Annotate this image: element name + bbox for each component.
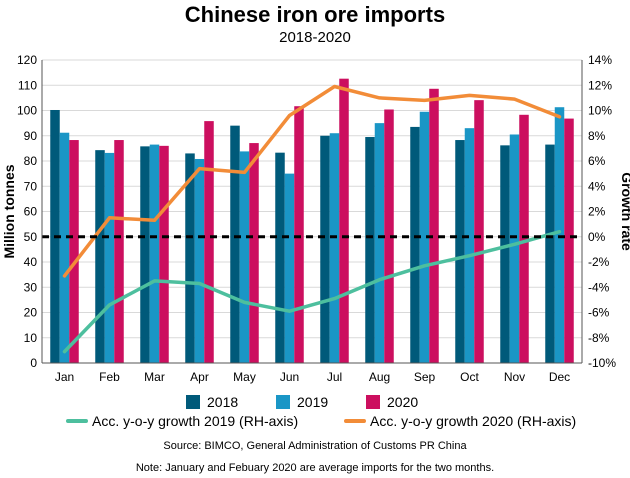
legend-label-2020: 2020	[387, 394, 418, 410]
y-right-tick-label: 10%	[588, 104, 612, 118]
bar-2019-Jun	[284, 173, 295, 363]
x-tick-label: Dec	[549, 370, 570, 384]
legend-line-label-2020: Acc. y-o-y growth 2020 (RH-axis)	[370, 413, 576, 429]
y-left-tick-label: 70	[24, 179, 38, 193]
y-left-tick-label: 110	[18, 78, 37, 92]
legend-swatch-2020	[366, 395, 380, 409]
bar-2019-Aug	[374, 123, 385, 363]
legend-layer: 2018 2019 2020 Acc. y-o-y growth 2019 (RH-a…	[66, 394, 576, 429]
bar-2018-Sep	[410, 126, 420, 363]
x-tick-label: Jan	[55, 370, 74, 384]
chart-subtitle: 2018-2020	[279, 29, 351, 46]
bar-2020-Jun	[294, 106, 304, 364]
bar-2018-Aug	[365, 137, 375, 363]
x-tick-label: Mar	[144, 370, 165, 384]
y-right-tick-label: 0%	[588, 230, 606, 244]
y-right-tick-label: 2%	[588, 205, 606, 219]
bar-2018-Dec	[545, 144, 555, 363]
bar-2020-Oct	[474, 100, 484, 364]
x-tick-label: Oct	[460, 370, 479, 384]
legend-label-2018: 2018	[207, 394, 238, 410]
source-note: Source: BIMCO, General Administration of…	[163, 440, 467, 452]
y-left-tick-label: 30	[24, 280, 38, 294]
x-tick-label: Jun	[280, 370, 299, 384]
legend-label-2019: 2019	[297, 394, 328, 410]
footnote: Note: January and Febuary 2020 are avera…	[135, 462, 495, 474]
x-tick-label: Aug	[369, 370, 390, 384]
legend-swatch-2019	[276, 395, 290, 409]
y-left-tick-label: 0	[30, 356, 37, 370]
y-right-tick-label: 8%	[588, 129, 606, 143]
x-tick-label: May	[233, 370, 256, 384]
bar-2019-Dec	[554, 107, 565, 363]
bar-2020-Apr	[204, 121, 214, 363]
bar-2020-Dec	[564, 118, 574, 363]
y-right-axis-title: Growth rate	[619, 172, 630, 251]
y-right-tick-label: 14%	[588, 53, 612, 67]
line-series-2020	[62, 84, 562, 278]
y-left-axis-title: Million tonnes	[1, 164, 17, 258]
axes-layer: 0 10 20 30 40 50 60 70 80 90 100 110 120 -10% -8% -6% -4…	[1, 53, 630, 384]
y-right-tick-label: 12%	[588, 78, 612, 92]
bar-2018-Feb	[95, 150, 105, 363]
y-right-tick-label: 6%	[588, 154, 606, 168]
bar-2020-Feb	[114, 140, 124, 363]
bar-2020-May	[249, 143, 259, 363]
bar-2019-Nov	[509, 134, 520, 363]
bar-2020-Sep	[429, 88, 439, 363]
bar-2020-Mar	[159, 145, 169, 363]
bar-2020-Jul	[339, 78, 349, 363]
bar-2018-Apr	[185, 153, 195, 363]
bar-2019-Feb	[104, 152, 115, 363]
bar-2018-Jun	[275, 152, 285, 363]
bar-2018-Nov	[500, 145, 510, 363]
y-left-tick-label: 40	[24, 255, 38, 269]
y-right-tick-label: -6%	[588, 306, 610, 320]
y-left-tick-label: 60	[24, 205, 38, 219]
bar-2019-Sep	[419, 111, 430, 363]
y-right-tick-label: -8%	[588, 331, 610, 345]
bar-2018-Mar	[140, 146, 150, 363]
bar-2019-Jul	[329, 133, 340, 363]
bar-2020-Nov	[519, 114, 529, 363]
x-tick-label: Apr	[190, 370, 209, 384]
x-tick-label: Nov	[504, 370, 525, 384]
bar-2019-May	[239, 151, 250, 363]
y-right-tick-label: -10%	[588, 356, 616, 370]
y-left-tick-label: 80	[24, 154, 38, 168]
bar-2019-Apr	[194, 158, 205, 363]
legend-line-label-2019: Acc. y-o-y growth 2019 (RH-axis)	[92, 413, 298, 429]
bar-2019-Oct	[464, 128, 475, 363]
y-left-tick-label: 120	[17, 53, 37, 67]
bar-2020-Jan	[69, 140, 79, 363]
bar-2018-Jul	[320, 135, 330, 363]
bar-2018-Oct	[455, 140, 465, 363]
legend-swatch-2018	[186, 395, 200, 409]
chart-title: Chinese iron ore imports	[184, 2, 446, 27]
y-left-tick-label: 20	[24, 306, 38, 320]
x-tick-label: Feb	[99, 370, 120, 384]
y-right-tick-label: 4%	[588, 179, 606, 193]
y-right-tick-label: -2%	[588, 255, 610, 269]
y-right-tick-label: -4%	[588, 280, 610, 294]
x-tick-label: Jul	[327, 370, 342, 384]
bars-layer	[50, 78, 574, 364]
bar-2019-Mar	[149, 144, 160, 363]
line-series-2019	[62, 229, 562, 354]
bar-2019-Jan	[59, 132, 70, 363]
y-left-tick-label: 10	[24, 331, 38, 345]
bar-2018-May	[230, 125, 240, 364]
x-tick-label: Sep	[414, 370, 436, 384]
lines-layer	[62, 84, 562, 354]
y-left-tick-label: 100	[17, 104, 37, 118]
bar-2020-Aug	[384, 109, 394, 364]
chart-plot: 0 10 20 30 40 50 60 70 80 90 100 110 120 -10% -8% -6% -4…	[1, 53, 630, 429]
y-left-tick-label: 90	[24, 129, 38, 143]
y-left-tick-label: 50	[24, 230, 38, 244]
